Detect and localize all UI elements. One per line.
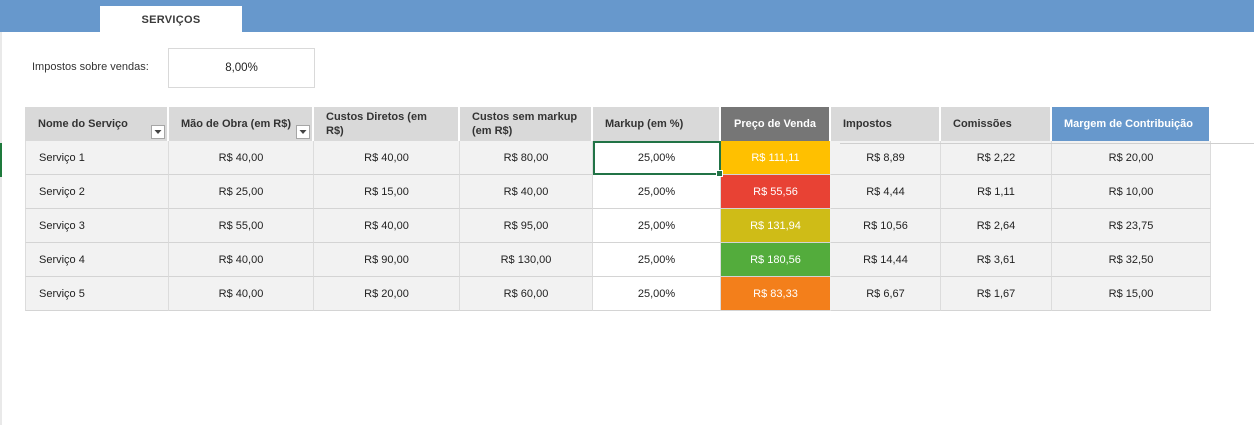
cell-contribution-margin[interactable]: R$ 15,00 <box>1052 277 1211 311</box>
cell-labor[interactable]: R$ 40,00 <box>169 243 314 277</box>
cell-commissions[interactable]: R$ 1,11 <box>941 175 1052 209</box>
header-service-name: Nome do Serviço <box>25 107 169 141</box>
header-sale-price: Preço de Venda <box>721 107 831 141</box>
cell-taxes[interactable]: R$ 10,56 <box>831 209 941 243</box>
cell-commissions[interactable]: R$ 1,67 <box>941 277 1052 311</box>
cell-labor[interactable]: R$ 40,00 <box>169 277 314 311</box>
header-direct-costs: Custos Diretos (em R$) <box>314 107 460 141</box>
cell-costs-no-markup[interactable]: R$ 80,00 <box>460 141 593 175</box>
cell-contribution-margin[interactable]: R$ 23,75 <box>1052 209 1211 243</box>
header-label: Preço de Venda <box>734 118 816 130</box>
cell-taxes[interactable]: R$ 4,44 <box>831 175 941 209</box>
cell-sale-price[interactable]: R$ 180,56 <box>721 243 831 277</box>
cell-labor[interactable]: R$ 25,00 <box>169 175 314 209</box>
header-commissions: Comissões <box>941 107 1052 141</box>
cell-costs-no-markup[interactable]: R$ 60,00 <box>460 277 593 311</box>
cell-name[interactable]: Serviço 1 <box>25 141 169 175</box>
services-table: Nome do Serviço Mão de Obra (em R$) Cust… <box>25 107 1211 311</box>
chevron-down-icon <box>299 130 307 134</box>
cell-costs-no-markup[interactable]: R$ 130,00 <box>460 243 593 277</box>
header-label: Custos Diretos (em R$) <box>326 111 427 137</box>
filter-dropdown-button[interactable] <box>151 125 165 139</box>
cell-costs-no-markup[interactable]: R$ 95,00 <box>460 209 593 243</box>
cell-direct-costs[interactable]: R$ 20,00 <box>314 277 460 311</box>
cell-markup[interactable]: 25,00% <box>593 141 723 177</box>
header-label: Comissões <box>953 118 1012 130</box>
cell-direct-costs[interactable]: R$ 15,00 <box>314 175 460 209</box>
header-contribution-margin: Margem de Contribuição <box>1052 107 1211 141</box>
header-costs-no-markup: Custos sem markup (em R$) <box>460 107 593 141</box>
cell-sale-price[interactable]: R$ 55,56 <box>721 175 831 209</box>
row-header-edge <box>0 32 2 425</box>
cell-costs-no-markup[interactable]: R$ 40,00 <box>460 175 593 209</box>
cell-markup[interactable]: 25,00% <box>593 277 721 311</box>
cell-markup[interactable]: 25,00% <box>593 243 721 277</box>
cell-commissions[interactable]: R$ 2,64 <box>941 209 1052 243</box>
tax-label: Impostos sobre vendas: <box>32 61 149 73</box>
header-taxes: Impostos <box>831 107 941 141</box>
cell-markup[interactable]: 25,00% <box>593 175 721 209</box>
header-label: Nome do Serviço <box>38 118 128 130</box>
active-row-indicator <box>0 143 2 177</box>
cell-name[interactable]: Serviço 2 <box>25 175 169 209</box>
cell-direct-costs[interactable]: R$ 40,00 <box>314 141 460 175</box>
header-label: Mão de Obra (em R$) <box>181 118 292 130</box>
gridline <box>840 143 1254 144</box>
cell-taxes[interactable]: R$ 14,44 <box>831 243 941 277</box>
cell-markup[interactable]: 25,00% <box>593 209 721 243</box>
sheet-tab-servicos[interactable]: SERVIÇOS <box>100 6 242 33</box>
cell-commissions[interactable]: R$ 3,61 <box>941 243 1052 277</box>
tax-input-cell[interactable]: 8,00% <box>168 48 315 88</box>
header-label: Custos sem markup (em R$) <box>472 111 578 137</box>
cell-direct-costs[interactable]: R$ 40,00 <box>314 209 460 243</box>
cell-name[interactable]: Serviço 4 <box>25 243 169 277</box>
cell-name[interactable]: Serviço 5 <box>25 277 169 311</box>
header-labor: Mão de Obra (em R$) <box>169 107 314 141</box>
cell-direct-costs[interactable]: R$ 90,00 <box>314 243 460 277</box>
header-markup: Markup (em %) <box>593 107 721 141</box>
cell-taxes[interactable]: R$ 8,89 <box>831 141 941 175</box>
cell-labor[interactable]: R$ 40,00 <box>169 141 314 175</box>
cell-commissions[interactable]: R$ 2,22 <box>941 141 1052 175</box>
sheet-tab-bar: SERVIÇOS <box>0 0 1254 33</box>
filter-dropdown-button[interactable] <box>296 125 310 139</box>
cell-labor[interactable]: R$ 55,00 <box>169 209 314 243</box>
cell-contribution-margin[interactable]: R$ 10,00 <box>1052 175 1211 209</box>
chevron-down-icon <box>154 130 162 134</box>
cell-contribution-margin[interactable]: R$ 32,50 <box>1052 243 1211 277</box>
header-label: Markup (em %) <box>605 118 684 130</box>
cell-taxes[interactable]: R$ 6,67 <box>831 277 941 311</box>
cell-sale-price[interactable]: R$ 83,33 <box>721 277 831 311</box>
cell-sale-price[interactable]: R$ 131,94 <box>721 209 831 243</box>
cell-contribution-margin[interactable]: R$ 20,00 <box>1052 141 1211 175</box>
cell-sale-price[interactable]: R$ 111,11 <box>721 141 831 175</box>
cell-name[interactable]: Serviço 3 <box>25 209 169 243</box>
header-label: Margem de Contribuição <box>1064 118 1193 130</box>
header-label: Impostos <box>843 118 892 130</box>
